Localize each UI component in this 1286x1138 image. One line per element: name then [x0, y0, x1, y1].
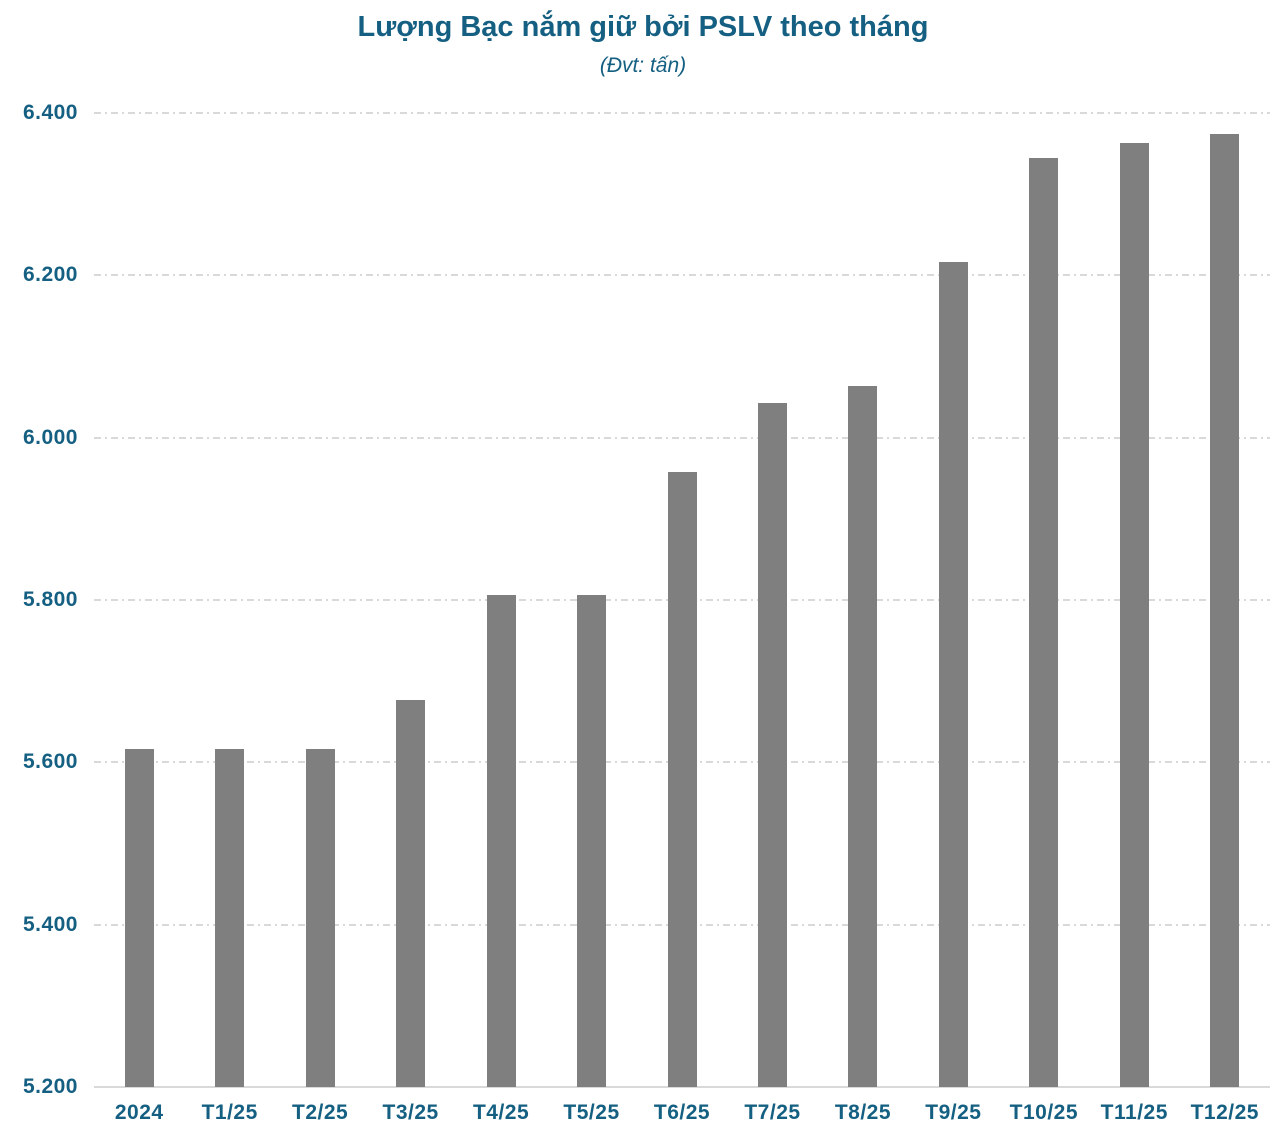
- bar-2024: [124, 749, 154, 1087]
- y-axis-tick-label: 6.200: [22, 263, 78, 287]
- gridline: [94, 436, 1270, 439]
- bar-t9-25: [938, 262, 968, 1087]
- x-axis-line: [94, 1086, 1270, 1088]
- bar-t4-25: [486, 595, 516, 1087]
- y-axis-tick-label: 5.200: [22, 1075, 78, 1098]
- y-axis-tick-label: 5.400: [22, 912, 78, 936]
- x-axis-tick-label: T1/25: [201, 1101, 258, 1124]
- y-axis-tick-label: 6.400: [22, 101, 78, 124]
- bar-t6-25: [667, 471, 697, 1087]
- bar-t1-25: [215, 749, 245, 1087]
- bar-t3-25: [396, 699, 426, 1087]
- x-axis-tick-label: T7/25: [744, 1101, 801, 1124]
- chart-subtitle: (Đvt: tấn): [599, 54, 687, 77]
- x-axis-tick-label: T2/25: [292, 1101, 349, 1124]
- bar-t10-25: [1029, 158, 1059, 1087]
- x-axis-tick-label: T6/25: [653, 1101, 711, 1124]
- x-axis-tick-label: 2024: [114, 1101, 164, 1124]
- bar-t5-25: [577, 595, 607, 1087]
- x-axis-tick-label: T4/25: [472, 1101, 530, 1124]
- x-axis: 2024 T1/25 T2/25 T3/25 T4/25 T5/25 T6/25 T7/25 T…: [94, 1101, 1270, 1131]
- x-axis-tick-label: T12/25: [1190, 1101, 1259, 1124]
- x-axis-tick-label: T11/25: [1100, 1101, 1168, 1124]
- bar-t7-25: [757, 402, 787, 1087]
- x-axis-tick-label: T9/25: [925, 1101, 982, 1124]
- gridline: [94, 112, 1270, 114]
- x-axis-tick-label: T5/25: [563, 1101, 620, 1124]
- gridline: [94, 274, 1270, 277]
- y-axis-tick-label: 6.000: [22, 425, 78, 449]
- chart-title: Lượng Bạc nắm giữ bởi PSLV theo tháng: [357, 11, 929, 43]
- bar-t2-25: [305, 749, 335, 1087]
- plot-area: [94, 112, 1270, 1088]
- y-axis-tick-label: 5.600: [22, 750, 78, 774]
- x-axis-tick-label: T10/25: [1009, 1101, 1079, 1124]
- bar-t12-25: [1210, 134, 1240, 1087]
- y-axis-tick-label: 5.800: [22, 588, 78, 611]
- x-axis-tick-label: T8/25: [834, 1101, 892, 1124]
- bar-t11-25: [1119, 143, 1149, 1087]
- y-axis: 5.200 5.400 5.600 5.800 6.000 6.200 6.400: [0, 101, 78, 1098]
- bar-t8-25: [848, 385, 878, 1087]
- x-axis-tick-label: T3/25: [382, 1101, 439, 1124]
